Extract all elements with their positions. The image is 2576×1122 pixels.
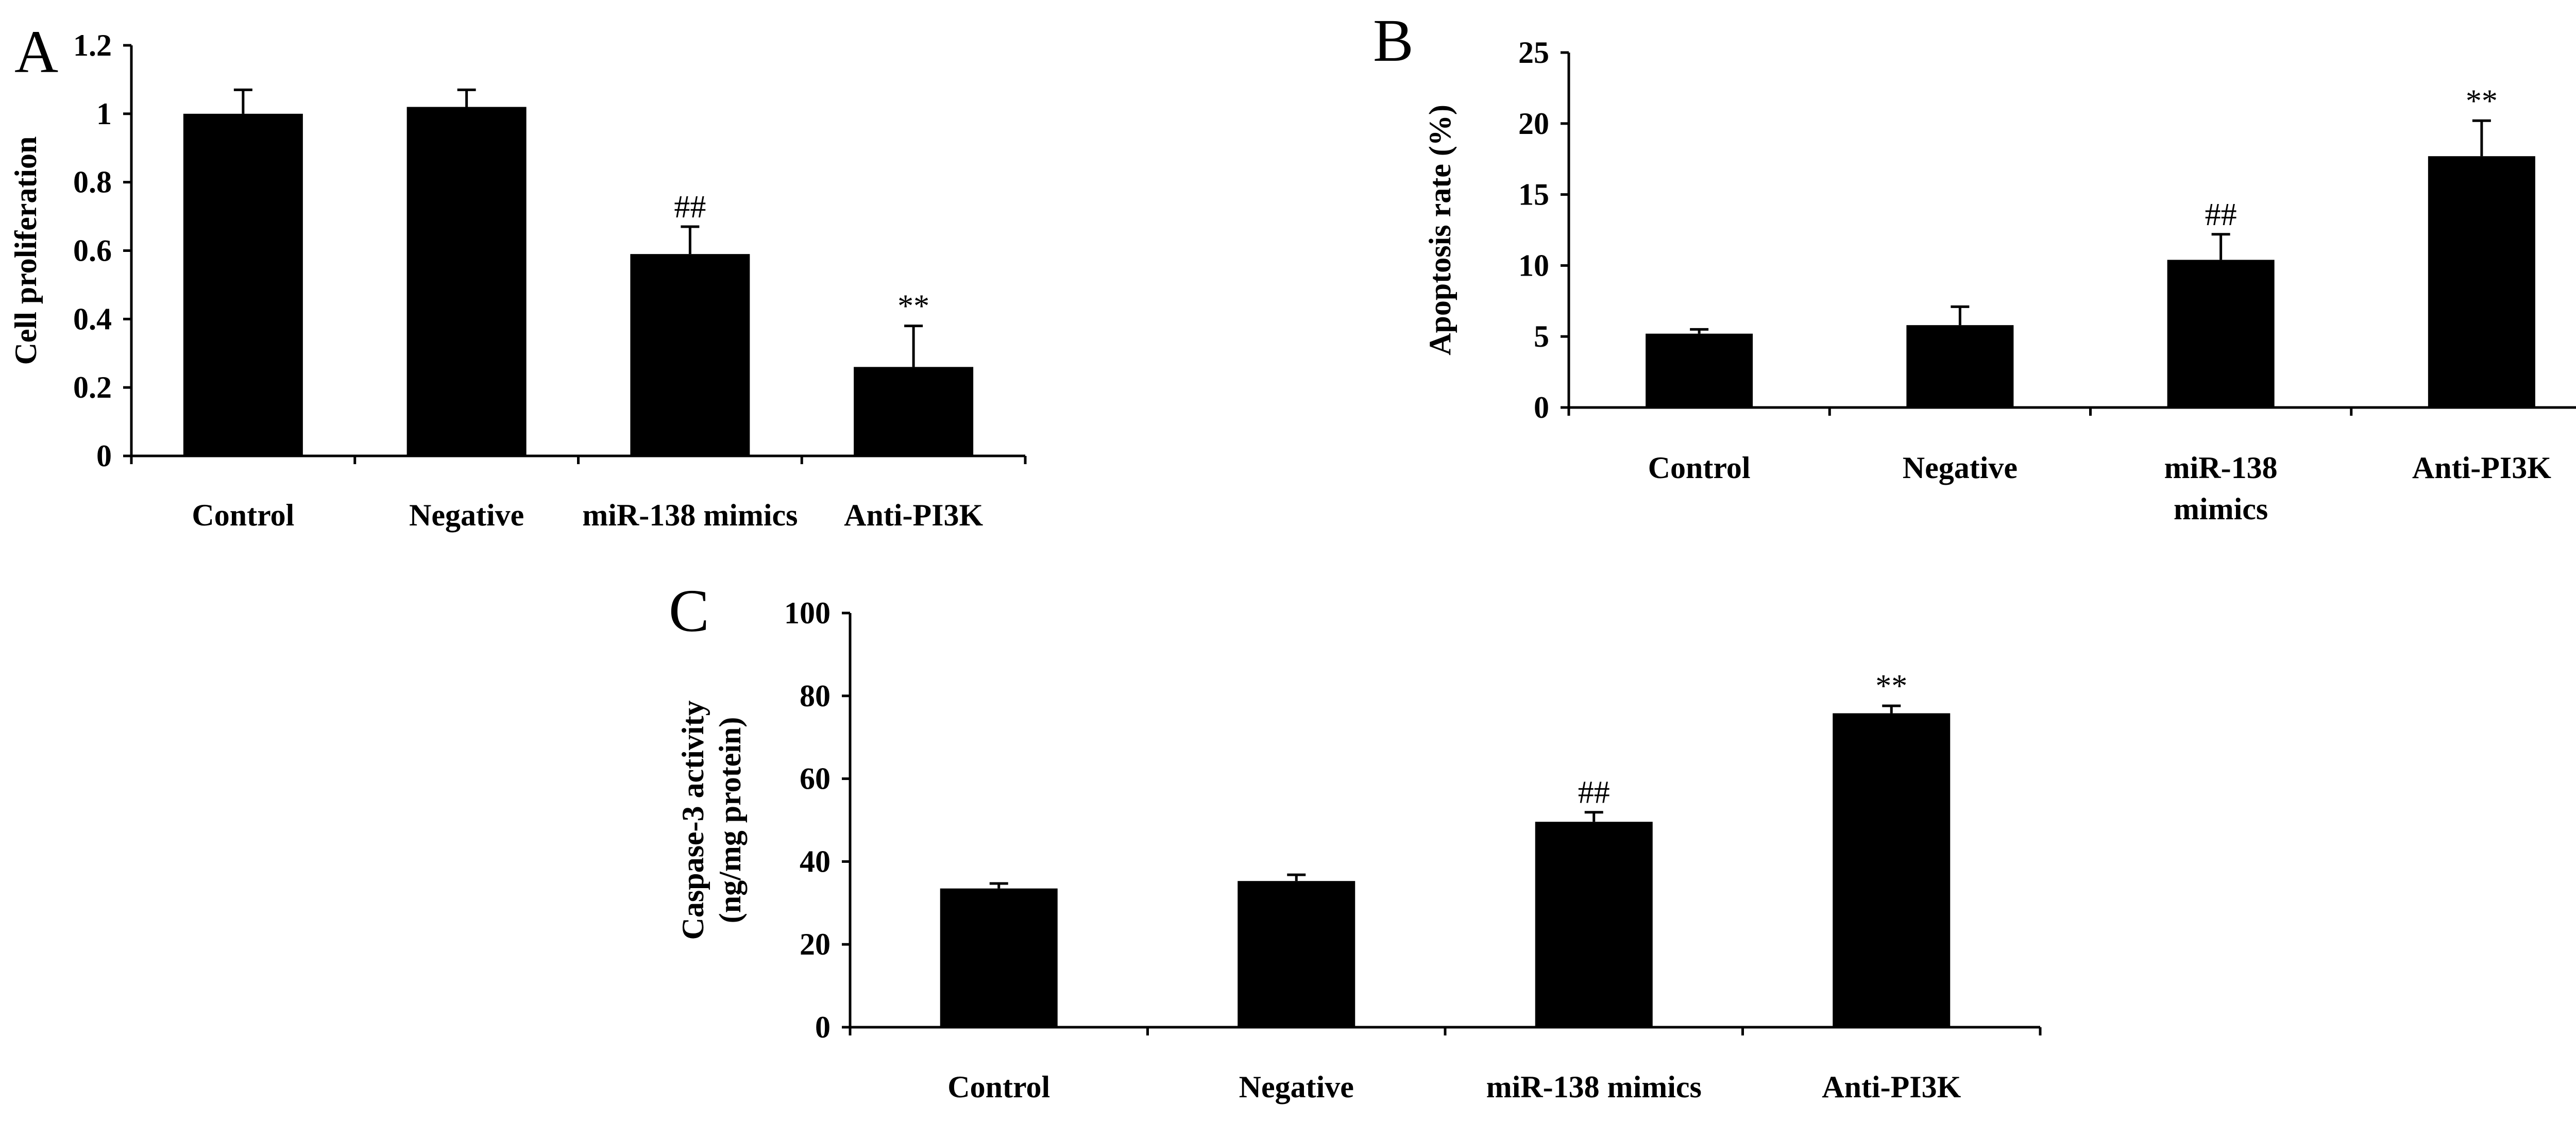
bar bbox=[1906, 325, 2014, 407]
bar bbox=[406, 107, 527, 456]
panel-a: 0 0.2 0.4 0.6 0.8 1 1.2 Control Negative ## miR-13… bbox=[9, 18, 1027, 532]
category-label: miR-138 mimics bbox=[1486, 1070, 1702, 1104]
panel-letter: B bbox=[1373, 7, 1414, 74]
panel-c: 0 20 40 60 80 100 Control Negative ## miR-138 mim… bbox=[669, 577, 2042, 1104]
bar bbox=[1535, 822, 1653, 1027]
y-axis-label-line: Caspase-3 activity bbox=[676, 701, 710, 940]
y-axis-label: Apoptosis rate (%) bbox=[1423, 105, 1457, 355]
bar bbox=[2167, 260, 2275, 407]
category-label: Control bbox=[192, 498, 294, 532]
category-label: Negative bbox=[1903, 451, 2018, 485]
y-tick-label: 1 bbox=[96, 97, 112, 131]
y-tick-label: 0.4 bbox=[73, 302, 112, 336]
y-tick-label: 1.2 bbox=[73, 28, 112, 62]
category-label-line: miR-138 mimics bbox=[1486, 1070, 1702, 1104]
y-tick-label: 40 bbox=[800, 844, 831, 878]
y-tick-label: 25 bbox=[1518, 36, 1549, 70]
significance-label: ## bbox=[1578, 775, 1610, 810]
category-label-line: Negative bbox=[409, 498, 524, 532]
category-label: miR-138 mimics bbox=[582, 498, 798, 532]
bar bbox=[1646, 333, 1753, 407]
y-axis-label-line: Apoptosis rate (%) bbox=[1423, 105, 1457, 355]
category-label-line: Anti-PI3K bbox=[2412, 451, 2551, 485]
category-label: Anti-PI3K bbox=[844, 498, 983, 532]
category-label: Anti-PI3K bbox=[1822, 1070, 1961, 1104]
bar bbox=[183, 113, 303, 456]
category-label-line: miR-138 bbox=[2164, 451, 2278, 485]
y-tick-label: 100 bbox=[784, 596, 831, 630]
y-tick-label: 80 bbox=[800, 679, 831, 713]
bar bbox=[630, 254, 750, 456]
panel-letter: A bbox=[14, 18, 58, 86]
category-label: Anti-PI3K bbox=[2412, 451, 2551, 485]
category-label-line: Anti-PI3K bbox=[1822, 1070, 1961, 1104]
y-tick-label: 5 bbox=[1534, 319, 1549, 353]
category-label-line: Control bbox=[192, 498, 294, 532]
bar bbox=[1833, 713, 1951, 1027]
y-axis-label: Caspase-3 activity (ng/mg protein) bbox=[676, 701, 747, 940]
panel-b: 0 5 10 15 20 25 Control Negative ## miR-138 mimics… bbox=[1373, 7, 2576, 526]
y-tick-label: 20 bbox=[1518, 107, 1549, 141]
bar bbox=[1238, 881, 1355, 1027]
y-tick-label: 60 bbox=[800, 762, 831, 796]
significance-label: ** bbox=[2466, 83, 2498, 118]
y-axis-label-line: Cell proliferation bbox=[9, 137, 43, 365]
category-label: Control bbox=[1648, 451, 1751, 485]
y-axis-label: Cell proliferation bbox=[9, 137, 43, 365]
y-tick-label: 0.2 bbox=[73, 370, 112, 404]
y-tick-label: 0.8 bbox=[73, 165, 112, 199]
category-label-line: Anti-PI3K bbox=[844, 498, 983, 532]
category-label: miR-138 mimics bbox=[2164, 451, 2278, 526]
category-label-line: Control bbox=[1648, 451, 1751, 485]
y-tick-label: 10 bbox=[1518, 248, 1549, 282]
category-label: Negative bbox=[1239, 1070, 1354, 1104]
bar bbox=[854, 367, 974, 456]
y-tick-label: 20 bbox=[800, 927, 831, 961]
category-label-line: Negative bbox=[1903, 451, 2018, 485]
bar bbox=[940, 888, 1058, 1027]
y-tick-label: 0 bbox=[1534, 390, 1549, 424]
y-tick-label: 0.6 bbox=[73, 234, 112, 268]
significance-label: ## bbox=[2205, 197, 2237, 232]
significance-label: ** bbox=[897, 289, 929, 324]
significance-label: ## bbox=[674, 190, 706, 225]
category-label-line: mimics bbox=[2174, 492, 2268, 526]
y-tick-label: 0 bbox=[815, 1010, 831, 1044]
significance-label: ** bbox=[1875, 669, 1907, 704]
category-label-line: Control bbox=[947, 1070, 1050, 1104]
category-label: Control bbox=[947, 1070, 1050, 1104]
category-label: Negative bbox=[409, 498, 524, 532]
y-axis-label-line: (ng/mg protein) bbox=[713, 717, 747, 924]
category-label-line: Negative bbox=[1239, 1070, 1354, 1104]
bar bbox=[2428, 156, 2535, 407]
y-tick-label: 0 bbox=[96, 439, 112, 473]
category-label-line: miR-138 mimics bbox=[582, 498, 798, 532]
panel-letter: C bbox=[669, 577, 709, 644]
y-tick-label: 15 bbox=[1518, 178, 1549, 212]
